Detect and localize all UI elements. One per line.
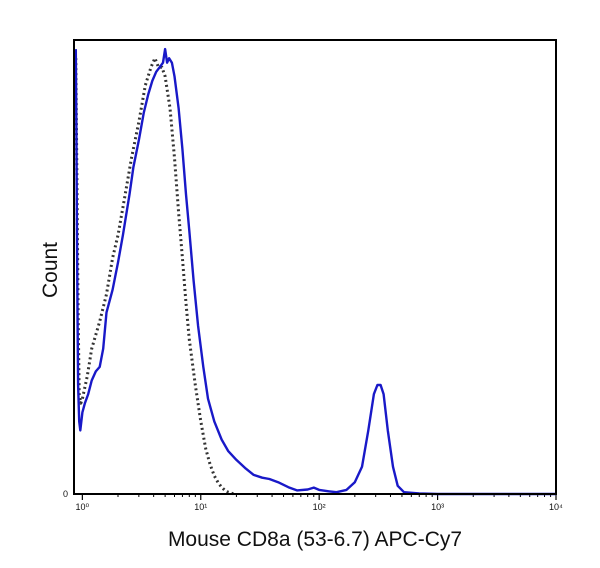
series-line-dotted [74, 56, 237, 496]
x-tick-label: 10⁰ [76, 502, 90, 512]
x-axis-ticks: 10⁰ 10¹ 10² 10³ 10⁴ [76, 494, 563, 512]
x-tick-label: 10² [313, 502, 326, 512]
x-tick-label: 10¹ [194, 502, 207, 512]
series-line-solid [74, 47, 556, 496]
series-layer [74, 47, 556, 496]
y-axis-label: Count [39, 242, 62, 298]
x-axis-label: Mouse CD8a (53-6.7) APC-Cy7 [168, 528, 462, 551]
y-tick-label: 0 [63, 489, 68, 499]
plot-frame [73, 39, 557, 495]
x-tick-label: 10⁴ [549, 502, 563, 512]
y-axis-ticks: 0 [63, 489, 68, 499]
x-tick-label: 10³ [431, 502, 444, 512]
